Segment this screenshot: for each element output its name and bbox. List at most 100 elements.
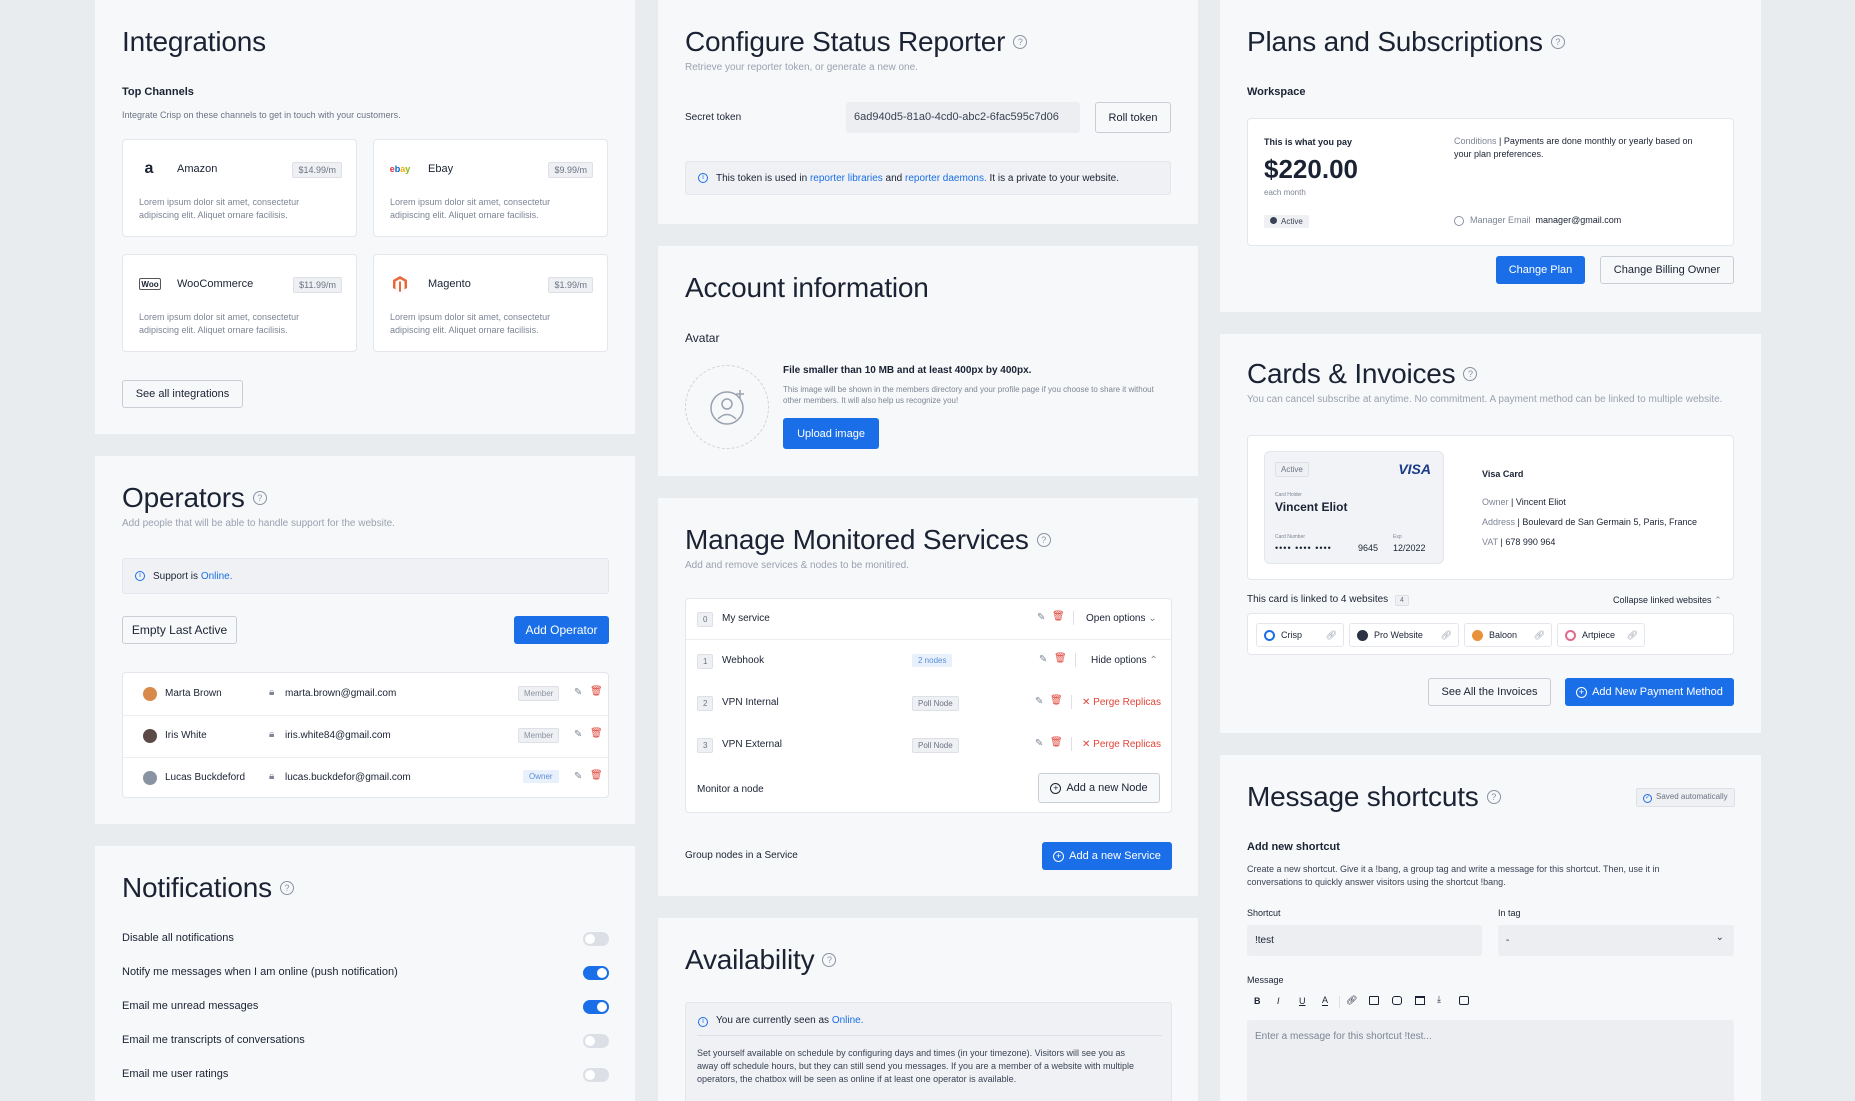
file-desc: This image will be shown in the members … [783,385,1154,394]
crisp-icon [1264,630,1275,641]
cards-subtitle: You can cancel subscribe at anytime. No … [1247,394,1723,405]
underline-icon[interactable]: U [1299,996,1306,1006]
monitored-services-panel: Manage Monitored Services? Add and remov… [658,498,1198,896]
avatar-placeholder[interactable] [685,365,769,449]
add-node-button[interactable]: + Add a new Node [1038,773,1160,803]
video-icon[interactable] [1392,996,1402,1005]
bold-icon[interactable]: B [1254,996,1261,1006]
italic-icon[interactable]: I [1277,996,1280,1006]
text-color-icon[interactable]: A [1322,995,1329,1006]
tag-select[interactable]: - ⌄ [1498,925,1734,956]
operators-panel: Operators? Add people that will be able … [95,456,635,824]
website-chip-pro-website[interactable]: Pro Website 🔗︎ [1349,623,1459,647]
link-icon: 🔗︎ [1440,630,1452,640]
edit-icon[interactable]: ✎ [1037,612,1046,623]
change-plan-button[interactable]: Change Plan [1496,256,1585,284]
info-icon: i [698,1017,708,1027]
delete-icon[interactable]: 🗑︎ [590,728,603,739]
push-notification-toggle[interactable] [583,966,609,980]
add-service-button[interactable]: + Add a new Service [1042,842,1172,870]
help-icon[interactable]: ? [1550,34,1565,49]
hide-options-toggle[interactable]: Hide options ⌃ [1091,655,1158,666]
workspace-label: Workspace [1247,86,1306,98]
purge-replicas-button[interactable]: ✕ Perge Replicas [1082,697,1161,708]
edit-icon[interactable]: ✎ [1035,696,1044,707]
help-icon[interactable]: ? [1486,789,1501,804]
integration-desc: Lorem ipsum dolor sit amet, consectetur [390,197,551,207]
open-options-toggle[interactable]: Open options ⌄ [1086,613,1157,624]
linked-websites-list: Crisp 🔗︎ Pro Website 🔗︎ Baloon 🔗︎ Artpiece 🔗… [1247,613,1734,655]
empty-last-active-button[interactable]: Empty Last Active [122,616,237,644]
delete-icon[interactable]: 🗑︎ [1050,695,1063,706]
roll-token-button[interactable]: Roll token [1095,102,1171,133]
reporter-daemons-link[interactable]: reporter daemons. [905,172,987,184]
plan-card: This is what you pay $220.00 each month … [1247,118,1734,246]
user-ratings-toggle[interactable] [583,1068,609,1082]
website-chip-baloon[interactable]: Baloon 🔗︎ [1464,623,1552,647]
integration-card-magento[interactable]: Magento $1.99/m Lorem ipsum dolor sit am… [373,254,608,352]
change-billing-owner-button[interactable]: Change Billing Owner [1600,256,1734,284]
delete-icon[interactable]: 🗑︎ [1052,611,1065,622]
credit-card[interactable]: Active VISA Card Holder Vincent Eliot Ca… [1264,451,1444,564]
download-icon[interactable]: ⤓ [1437,994,1441,1004]
calendar-icon[interactable] [1415,996,1425,1005]
service-name: VPN Internal [722,697,779,708]
message-textarea[interactable]: Enter a message for this shortcut !test.… [1247,1020,1734,1101]
delete-icon[interactable]: 🗑︎ [1050,737,1063,748]
image-icon[interactable] [1369,996,1379,1005]
delete-icon[interactable]: 🗑︎ [590,770,603,781]
tag-label: In tag [1498,908,1521,918]
table-row[interactable]: Iris White 🔒︎ iris.white84@gmail.com Mem… [123,715,608,757]
unread-messages-toggle[interactable] [583,1000,609,1014]
help-icon[interactable]: ? [1013,34,1028,49]
edit-icon[interactable]: ✎ [574,771,583,782]
availability-desc: Set yourself available on schedule by co… [697,1048,1126,1058]
service-row[interactable]: 1 Webhook 2 nodes ✎ 🗑︎ Hide options ⌃ [686,641,1171,683]
website-chip-crisp[interactable]: Crisp 🔗︎ [1256,623,1344,647]
edit-icon[interactable]: ✎ [1035,738,1044,749]
edit-icon[interactable]: ✎ [574,729,583,740]
account-panel: Account information Avatar File smaller … [658,246,1198,476]
help-icon[interactable]: ? [1463,366,1478,381]
edit-icon[interactable]: ✎ [574,687,583,698]
service-row[interactable]: 2 VPN Internal Poll Node ✎ 🗑︎ ✕ Perge Re… [686,683,1171,725]
integration-card-amazon[interactable]: a Amazon $14.99/m Lorem ipsum dolor sit … [122,139,357,237]
transcripts-toggle[interactable] [583,1034,609,1048]
delete-icon[interactable]: 🗑︎ [1054,653,1067,664]
help-icon[interactable]: ? [279,880,294,895]
collapse-linked-websites-toggle[interactable]: Collapse linked websites ⌃ [1613,595,1722,605]
disable-all-toggle[interactable] [583,932,609,946]
role-badge: Member [518,686,560,701]
link-icon: 🔗︎ [1533,630,1545,640]
link-icon[interactable]: 🔗︎ [1346,995,1358,1005]
attachment-icon[interactable] [1459,996,1469,1005]
see-all-integrations-button[interactable]: See all integrations [122,380,243,408]
services-list: 0 My service ✎ 🗑︎ Open options ⌄ 1 Webho… [685,598,1172,813]
reporter-libraries-link[interactable]: reporter libraries [809,172,883,184]
edit-icon[interactable]: ✎ [1039,654,1048,665]
help-icon[interactable]: ? [1036,532,1051,547]
help-icon[interactable]: ? [252,490,267,505]
secret-token-field[interactable]: 6ad940d5-81a0-4cd0-abc2-6fac595c7d06 [846,102,1080,133]
help-icon[interactable]: ? [822,952,837,967]
add-payment-method-button[interactable]: + Add New Payment Method [1565,678,1734,706]
shortcut-input[interactable]: !test [1247,925,1482,956]
service-row[interactable]: 3 VPN External Poll Node ✎ 🗑︎ ✕ Perge Re… [686,725,1171,767]
user-add-icon [710,390,744,425]
upload-image-button[interactable]: Upload image [783,418,879,449]
add-operator-button[interactable]: Add Operator [514,616,609,644]
table-row[interactable]: Lucas Buckdeford 🔒︎ lucas.buckdefor@gmai… [123,757,608,799]
baloon-icon [1472,630,1483,641]
integration-card-woocommerce[interactable]: Woo WooCommerce $11.99/m Lorem ipsum dol… [122,254,357,352]
table-row[interactable]: Marta Brown 🔒︎ marta.brown@gmail.com Mem… [123,673,608,715]
chevron-up-icon: ⌃ [1714,595,1722,605]
delete-icon[interactable]: 🗑︎ [590,686,603,697]
purge-replicas-button[interactable]: ✕ Perge Replicas [1082,739,1161,750]
plans-title: Plans and Subscriptions? [1247,26,1565,58]
website-chip-artpiece[interactable]: Artpiece 🔗︎ [1557,623,1645,647]
avatar-label: Avatar [685,331,720,345]
service-row[interactable]: 0 My service ✎ 🗑︎ Open options ⌄ [686,599,1171,639]
see-all-invoices-button[interactable]: See All the Invoices [1428,678,1551,706]
notification-label: Email me user ratings [122,1068,229,1080]
